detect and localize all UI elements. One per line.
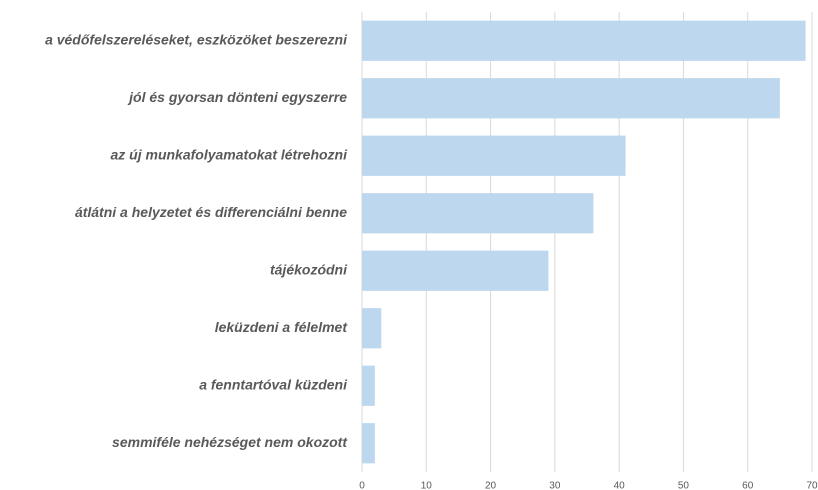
bar (362, 193, 594, 234)
x-tick-label: 10 (421, 481, 433, 490)
y-tick-label: a fenntartóval küzdeni (199, 376, 348, 392)
bar (362, 78, 780, 119)
y-tick-label: átlátni a helyzetet és differenciálni be… (75, 204, 347, 220)
y-tick-label: semmiféle nehézséget nem okozott (112, 434, 348, 450)
x-tick-label: 50 (678, 481, 690, 490)
x-tick-label: 60 (742, 481, 754, 490)
x-tick-label: 40 (614, 481, 626, 490)
y-tick-label: leküzdeni a félelmet (215, 319, 349, 335)
x-tick-label: 70 (806, 481, 818, 490)
bar (362, 365, 375, 406)
y-tick-label: jól és gyorsan dönteni egyszerre (127, 89, 347, 105)
y-tick-label: tájékozódni (270, 261, 348, 277)
x-tick-label: 30 (549, 481, 561, 490)
bar (362, 423, 375, 464)
y-tick-label: az új munkafolyamatokat létrehozni (111, 146, 349, 162)
y-tick-label: a védőfelszereléseket, eszközöket beszer… (45, 31, 348, 47)
bar (362, 308, 382, 349)
bar (362, 250, 549, 291)
bar (362, 20, 806, 61)
x-tick-label: 0 (359, 481, 365, 490)
x-tick-label: 20 (485, 481, 497, 490)
bar (362, 135, 626, 176)
